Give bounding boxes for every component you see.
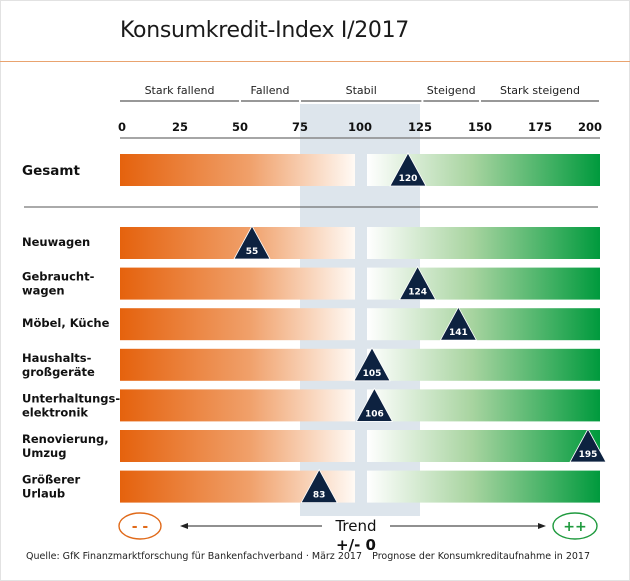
row-2-positive-bar (367, 308, 600, 341)
x-tick-label: 125 (408, 120, 432, 134)
row-1-value-marker (398, 265, 437, 301)
row-label: Unterhaltungs- (22, 391, 120, 405)
negative-trend-symbol: - - (132, 519, 149, 535)
row-label: Haushalts- (22, 351, 92, 365)
source-note: Quelle: GfK Finanzmarktforschung für Ban… (26, 551, 362, 562)
right-arrow-head (538, 523, 546, 529)
row-4-value-marker (355, 387, 394, 422)
total-negative-bar (120, 154, 355, 186)
title-divider (0, 61, 630, 62)
row-5-positive-bar (367, 430, 600, 462)
scale-category-label: Stark fallend (145, 84, 215, 97)
row-6-value-label: 83 (313, 491, 326, 501)
row-label: Größerer (22, 473, 81, 487)
left-arrow-head (180, 523, 188, 529)
positive-trend-badge (552, 512, 598, 540)
row-label: Gebraucht- (22, 270, 95, 284)
row-label: Möbel, Küche (22, 316, 110, 330)
x-tick-label: 50 (232, 120, 248, 134)
total-value-marker (389, 152, 427, 187)
row-label: großgeräte (22, 365, 95, 379)
row-label: elektronik (22, 405, 88, 419)
row-label: Neuwagen (22, 235, 90, 249)
row-3-positive-bar (367, 348, 600, 381)
scale-category-label: Steigend (427, 84, 476, 97)
forecast-note: Prognose der Konsumkreditaufnahme in 201… (372, 551, 590, 562)
row-label: Umzug (22, 446, 66, 460)
row-3-value-marker (353, 346, 391, 382)
x-tick-label: 75 (292, 120, 308, 134)
row-2-value-marker (439, 306, 478, 341)
scale-category-label: Fallend (251, 84, 290, 97)
row-5-negative-bar (120, 430, 355, 462)
trend-value: +/- 0 (336, 536, 376, 554)
x-tick-label: 200 (578, 120, 602, 134)
scale-category-label: Stabil (346, 84, 377, 97)
chart-title: Konsumkredit-Index I/2017 (120, 18, 409, 43)
row-6-positive-bar (367, 470, 600, 503)
scale-category-label: Stark steigend (500, 84, 580, 97)
row-3-negative-bar (120, 348, 355, 381)
row-5-value-marker (569, 428, 607, 463)
negative-trend-badge (118, 512, 162, 540)
row-0-positive-bar (367, 227, 600, 259)
x-tick-label: 0 (118, 120, 126, 134)
row-0-value-marker (233, 225, 271, 260)
row-2-negative-bar (120, 308, 355, 341)
row-4-negative-bar (120, 389, 355, 422)
row-label: Urlaub (22, 487, 65, 501)
row-label: wagen (22, 284, 65, 298)
row-3-value-label: 105 (363, 369, 382, 379)
x-tick-label: 150 (468, 120, 492, 134)
row-0-value-label: 55 (246, 247, 259, 257)
trend-label: Trend (334, 517, 376, 535)
row-6-value-marker (300, 468, 338, 504)
row-4-value-label: 106 (365, 409, 384, 419)
row-2-value-label: 141 (449, 328, 468, 338)
x-tick-label: 175 (528, 120, 552, 134)
x-tick-label: 25 (172, 120, 188, 134)
row-1-value-label: 124 (408, 288, 427, 298)
positive-trend-symbol: ++ (563, 519, 586, 535)
row-5-value-label: 195 (579, 450, 598, 460)
row-4-positive-bar (367, 389, 600, 422)
x-tick-label: 100 (348, 120, 372, 134)
row-1-negative-bar (120, 267, 355, 300)
total-row-label: Gesamt (22, 163, 80, 179)
total-value-label: 120 (399, 174, 418, 184)
row-label: Renovierung, (22, 432, 109, 446)
